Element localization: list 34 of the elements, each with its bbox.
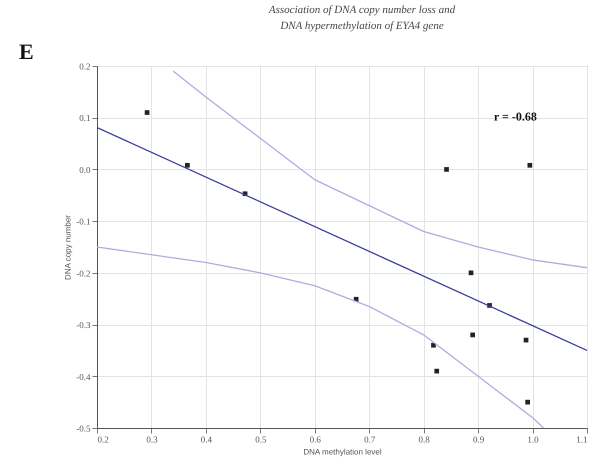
x-axis-title: DNA methylation level xyxy=(303,448,382,456)
y-tick-label: -0.5 xyxy=(76,424,91,434)
y-tick-label: 0.2 xyxy=(79,62,90,72)
x-tick-label: 0.8 xyxy=(418,434,430,444)
point xyxy=(524,338,528,342)
chart-title: Association of DNA copy number loss and DNA hypermethylation of EYA4 gene xyxy=(268,4,456,32)
point xyxy=(444,167,449,172)
y-tick-label: 0.0 xyxy=(79,164,91,175)
x-tick-label: 0.9 xyxy=(472,434,485,444)
line-series xyxy=(172,70,587,268)
annotation: r = -0.68 xyxy=(494,110,537,124)
x-tick-label: 0.3 xyxy=(146,434,158,444)
point xyxy=(144,110,150,115)
x-tick-label: 0.5 xyxy=(255,434,267,444)
y-tick-label: -0.4 xyxy=(76,372,91,382)
x-tick-label: 1.1 xyxy=(576,434,588,444)
y-axis-title: DNA copy number xyxy=(63,214,72,280)
line-series xyxy=(97,246,544,428)
y-tick-label: -0.1 xyxy=(76,216,90,227)
y-tick-label: -0.3 xyxy=(76,320,91,330)
point xyxy=(525,400,530,404)
x-tick-label: 0.7 xyxy=(364,434,376,444)
y-tick-label: -0.2 xyxy=(76,268,90,278)
y-tick-label: 0.1 xyxy=(79,113,90,124)
x-tick-label: 0.2 xyxy=(98,434,109,444)
point xyxy=(434,368,440,374)
point xyxy=(468,270,474,276)
point xyxy=(470,332,476,338)
x-tick-label: 0.6 xyxy=(310,434,322,444)
point xyxy=(185,162,190,168)
x-tick-label: 0.4 xyxy=(200,434,213,444)
point xyxy=(527,162,532,168)
text: E xyxy=(19,39,34,64)
x-tick-label: 1.0 xyxy=(527,434,540,444)
